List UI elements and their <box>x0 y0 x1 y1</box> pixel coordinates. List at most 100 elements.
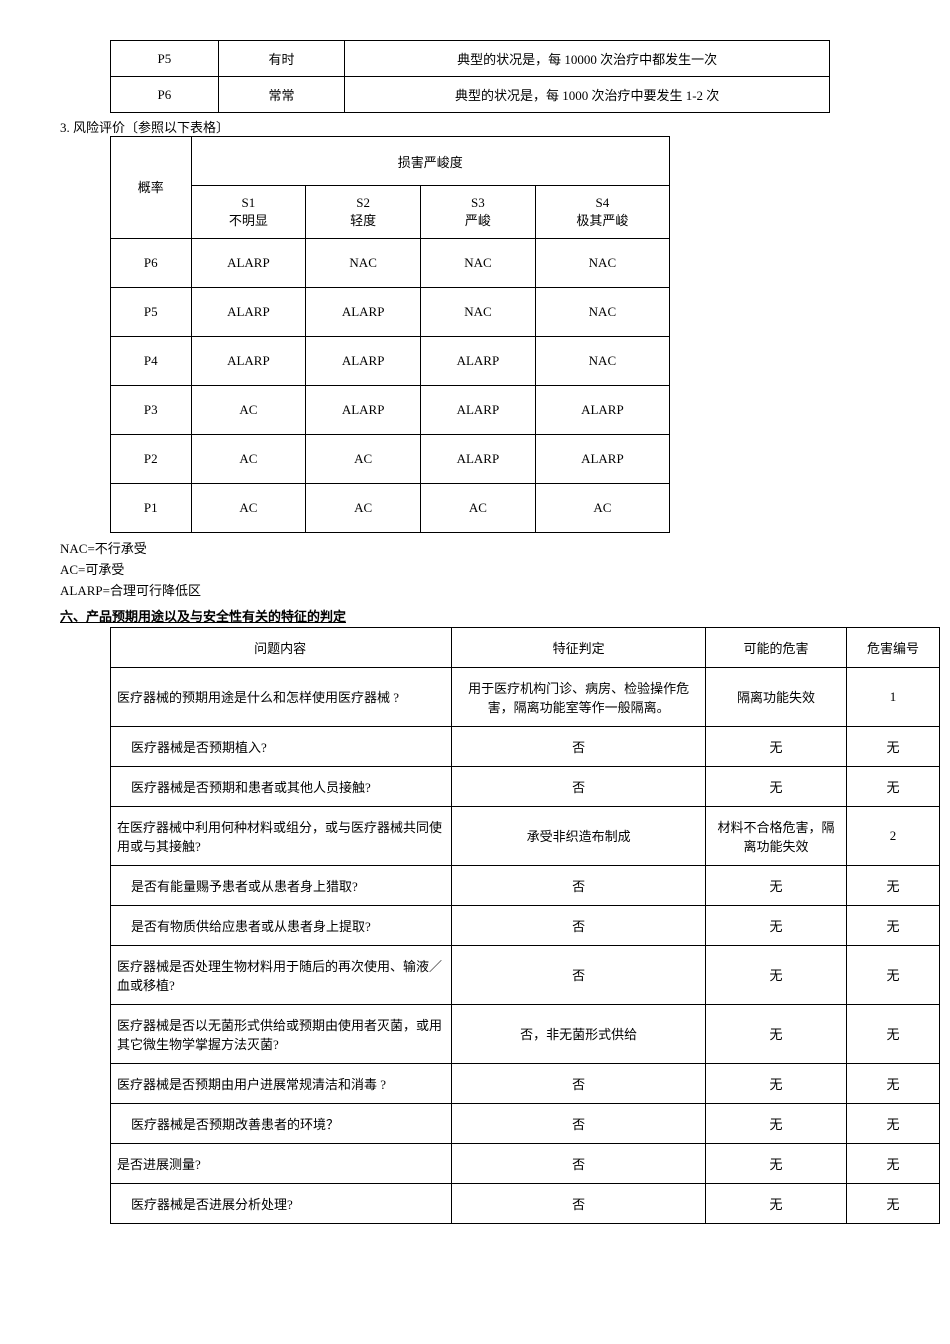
risk-cell: NAC <box>535 337 669 386</box>
hazard-cell: 无 <box>706 1143 847 1183</box>
risk-cell: ALARP <box>306 337 421 386</box>
severity-col-header: S3严峻 <box>421 186 536 239</box>
determination-cell: 否 <box>452 945 706 1004</box>
severity-top-header: 损害严峻度 <box>191 137 670 186</box>
risk-cell: NAC <box>306 239 421 288</box>
determination-cell: 否 <box>452 1143 706 1183</box>
section-3-label: 3. 风险评价〔参照以下表格〕 <box>60 117 890 136</box>
risk-cell: ALARP <box>421 435 536 484</box>
probability-cell: P5 <box>111 288 192 337</box>
table-row: 医疗器械是否预期由用户进展常规清洁和消毒 ?否无无 <box>111 1063 940 1103</box>
risk-cell: ALARP <box>191 288 306 337</box>
severity-col-header: S1不明显 <box>191 186 306 239</box>
risk-cell: ALARP <box>535 386 669 435</box>
risk-cell: ALARP <box>306 386 421 435</box>
risk-cell: NAC <box>535 239 669 288</box>
question-cell: 医疗器械是否进展分析处理? <box>111 1183 452 1223</box>
qa-header-question: 问题内容 <box>111 627 452 667</box>
severity-col-header: S4极其严峻 <box>535 186 669 239</box>
severity-col-header: S2轻度 <box>306 186 421 239</box>
cell: 典型的状况是，每 10000 次治疗中都发生一次 <box>345 41 830 77</box>
hazard-cell: 材料不合格危害，隔离功能失效 <box>706 806 847 865</box>
hazard-cell: 无 <box>706 1183 847 1223</box>
table-row: 医疗器械是否以无菌形式供给或预期由使用者灭菌，或用其它微生物学掌握方法灭菌?否，… <box>111 1004 940 1063</box>
determination-cell: 否 <box>452 1183 706 1223</box>
risk-cell: AC <box>191 435 306 484</box>
question-cell: 是否有物质供给应患者或从患者身上提取? <box>111 905 452 945</box>
table-row: 是否进展测量?否无无 <box>111 1143 940 1183</box>
cell: 常常 <box>218 77 345 113</box>
hazard-number-cell: 无 <box>846 1004 939 1063</box>
question-cell: 医疗器械的预期用途是什么和怎样使用医疗器械 ? <box>111 667 452 726</box>
hazard-cell: 隔离功能失效 <box>706 667 847 726</box>
risk-cell: NAC <box>535 288 669 337</box>
note-ac: AC=可承受 <box>60 560 890 581</box>
cell: P6 <box>111 77 219 113</box>
question-cell: 医疗器械是否预期和患者或其他人员接触? <box>111 766 452 806</box>
table-row: 医疗器械是否预期改善患者的环境？否无无 <box>111 1103 940 1143</box>
question-cell: 医疗器械是否以无菌形式供给或预期由使用者灭菌，或用其它微生物学掌握方法灭菌? <box>111 1004 452 1063</box>
determination-cell: 否 <box>452 905 706 945</box>
hazard-number-cell: 无 <box>846 726 939 766</box>
question-cell: 医疗器械是否预期由用户进展常规清洁和消毒 ? <box>111 1063 452 1103</box>
probability-cell: P2 <box>111 435 192 484</box>
determination-cell: 否 <box>452 726 706 766</box>
risk-cell: AC <box>535 484 669 533</box>
probability-cell: P1 <box>111 484 192 533</box>
table-row: P2ACACALARPALARP <box>111 435 670 484</box>
risk-cell: ALARP <box>421 337 536 386</box>
hazard-cell: 无 <box>706 905 847 945</box>
question-cell: 是否进展测量? <box>111 1143 452 1183</box>
hazard-cell: 无 <box>706 1063 847 1103</box>
risk-cell: ALARP <box>191 239 306 288</box>
risk-cell: ALARP <box>306 288 421 337</box>
determination-cell: 用于医疗机构门诊、病房、检验操作危害，隔离功能室等作一般隔离。 <box>452 667 706 726</box>
table-row: P1ACACACAC <box>111 484 670 533</box>
characteristics-table: 问题内容 特征判定 可能的危害 危害编号 医疗器械的预期用途是什么和怎样使用医疗… <box>110 627 940 1224</box>
legend-notes: NAC=不行承受 AC=可承受 ALARP=合理可行降低区 <box>60 539 890 601</box>
determination-cell: 否 <box>452 766 706 806</box>
risk-cell: ALARP <box>421 386 536 435</box>
section-6-heading: 六、产品预期用途以及与安全性有关的特征的判定 <box>60 606 890 625</box>
determination-cell: 否，非无菌形式供给 <box>452 1004 706 1063</box>
table-row: P3ACALARPALARPALARP <box>111 386 670 435</box>
hazard-number-cell: 无 <box>846 945 939 1004</box>
question-cell: 医疗器械是否预期植入? <box>111 726 452 766</box>
frequency-table: P5有时典型的状况是，每 10000 次治疗中都发生一次P6常常典型的状况是，每… <box>110 40 830 113</box>
risk-cell: NAC <box>421 288 536 337</box>
probability-header: 概率 <box>111 137 192 239</box>
table-row: 医疗器械是否预期和患者或其他人员接触?否无无 <box>111 766 940 806</box>
risk-cell: AC <box>421 484 536 533</box>
table-row: P6常常典型的状况是，每 1000 次治疗中要发生 1-2 次 <box>111 77 830 113</box>
hazard-cell: 无 <box>706 1103 847 1143</box>
risk-cell: AC <box>306 435 421 484</box>
question-cell: 在医疗器械中利用何种材料或组分，或与医疗器械共同使用或与其接触? <box>111 806 452 865</box>
hazard-number-cell: 无 <box>846 766 939 806</box>
note-nac: NAC=不行承受 <box>60 539 890 560</box>
question-cell: 医疗器械是否预期改善患者的环境？ <box>111 1103 452 1143</box>
note-alarp: ALARP=合理可行降低区 <box>60 581 890 602</box>
qa-header-determination: 特征判定 <box>452 627 706 667</box>
question-cell: 医疗器械是否处理生物材料用于随后的再次使用、输液／血或移植? <box>111 945 452 1004</box>
hazard-cell: 无 <box>706 945 847 1004</box>
severity-table: 概率 损害严峻度 S1不明显S2轻度S3严峻S4极其严峻 P6ALARPNACN… <box>110 136 670 533</box>
risk-cell: NAC <box>421 239 536 288</box>
table-row: P4ALARPALARPALARPNAC <box>111 337 670 386</box>
table-row: 医疗器械是否处理生物材料用于随后的再次使用、输液／血或移植?否无无 <box>111 945 940 1004</box>
table-row: 医疗器械是否进展分析处理?否无无 <box>111 1183 940 1223</box>
table-row: 医疗器械的预期用途是什么和怎样使用医疗器械 ?用于医疗机构门诊、病房、检验操作危… <box>111 667 940 726</box>
hazard-number-cell: 无 <box>846 1063 939 1103</box>
table-row: P5ALARPALARPNACNAC <box>111 288 670 337</box>
hazard-number-cell: 无 <box>846 905 939 945</box>
risk-cell: AC <box>306 484 421 533</box>
table-row: P5有时典型的状况是，每 10000 次治疗中都发生一次 <box>111 41 830 77</box>
hazard-number-cell: 无 <box>846 865 939 905</box>
risk-cell: ALARP <box>191 337 306 386</box>
hazard-cell: 无 <box>706 865 847 905</box>
probability-cell: P6 <box>111 239 192 288</box>
determination-cell: 否 <box>452 1063 706 1103</box>
table-row: 是否有能量赐予患者或从患者身上猎取?否无无 <box>111 865 940 905</box>
cell: P5 <box>111 41 219 77</box>
cell: 典型的状况是，每 1000 次治疗中要发生 1-2 次 <box>345 77 830 113</box>
hazard-cell: 无 <box>706 1004 847 1063</box>
